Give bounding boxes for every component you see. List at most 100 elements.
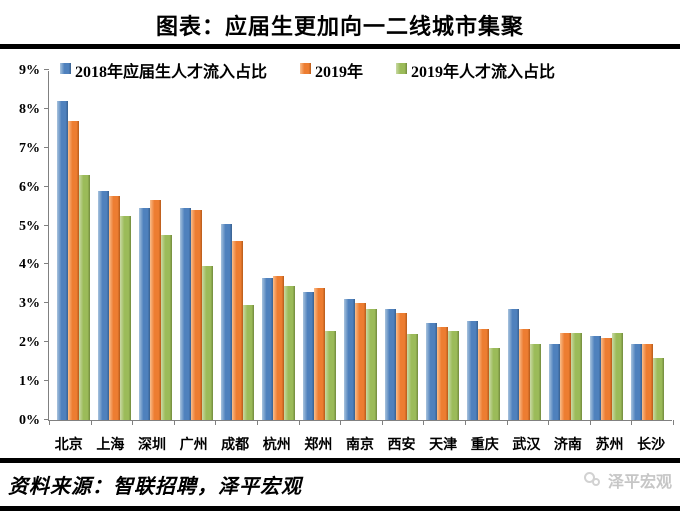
bar-长沙-series0: [631, 344, 642, 420]
x-axis-tick: [173, 420, 175, 425]
legend: 2018年应届生人才流入占比 2019年 2019年人才流入占比: [60, 58, 555, 82]
bar-天津-series0: [426, 322, 437, 420]
x-axis-tick: [631, 420, 633, 425]
x-tick-label-杭州: 杭州: [262, 438, 291, 453]
bar-上海-series2: [120, 215, 131, 420]
bar-group-成都: [221, 223, 254, 420]
bar-苏州-series0: [590, 336, 601, 420]
plot-area: [44, 69, 674, 425]
legend-label: 2018年应届生人才流入占比: [75, 64, 268, 81]
chart-region: 2018年应届生人才流入占比 2019年 2019年人才流入占比 0% 1% 2% 3…: [0, 49, 680, 458]
legend-swatch-blue-icon: [60, 63, 71, 74]
bar-广州-series1: [191, 210, 202, 420]
x-tick-label-北京: 北京: [54, 438, 83, 453]
y-axis-tick: [44, 224, 49, 226]
legend-swatch-green-icon: [396, 63, 408, 74]
y-tick-label: 0%: [19, 413, 40, 428]
bar-苏州-series1: [601, 338, 612, 420]
bar-重庆-series0: [467, 320, 478, 420]
footer: 资料来源：智联招聘，泽平宏观 泽平宏观: [0, 463, 680, 506]
y-axis-labels: 0% 1% 2% 3% 4% 5% 6% 7% 8% 9%: [0, 63, 40, 428]
bar-group-天津: [426, 322, 459, 420]
bar-上海-series1: [109, 196, 120, 420]
watermark-text: 泽平宏观: [607, 474, 672, 491]
bottom-border: [0, 506, 680, 511]
bar-济南-series2: [571, 332, 582, 420]
bar-南京-series2: [366, 309, 377, 420]
bar-group-杭州: [262, 276, 295, 420]
y-tick-label: 9%: [19, 63, 40, 78]
bar-济南-series1: [560, 332, 571, 420]
y-tick-label: 3%: [19, 296, 40, 312]
bar-武汉-series1: [519, 328, 530, 420]
y-tick-label: 8%: [19, 101, 40, 117]
bar-group-长沙: [631, 344, 664, 420]
x-tick-label-成都: 成都: [221, 438, 250, 453]
x-axis-tick: [423, 420, 425, 425]
watermark-logo-icon: [583, 471, 604, 489]
bar-group-南京: [344, 299, 377, 420]
bar-北京-series1: [68, 120, 79, 420]
bar-group-广州: [180, 208, 213, 420]
y-axis-tick: [44, 380, 49, 382]
bar-group-武汉: [508, 309, 541, 420]
x-axis-tick: [340, 420, 342, 425]
bar-group-北京: [57, 101, 90, 420]
bar-group-济南: [549, 332, 582, 420]
x-tick-label-武汉: 武汉: [512, 438, 541, 453]
x-axis-tick: [548, 420, 550, 425]
bar-北京-series2: [79, 175, 90, 420]
x-axis-tick: [298, 420, 300, 425]
x-axis-tick: [90, 420, 92, 425]
bar-济南-series0: [549, 344, 560, 420]
x-tick-label-天津: 天津: [429, 438, 458, 453]
x-tick-label-郑州: 郑州: [304, 438, 333, 453]
bar-杭州-series0: [262, 278, 273, 420]
legend-item-2019-graduates: 2019年: [300, 58, 363, 82]
bar-深圳-series2: [161, 235, 172, 420]
bar-深圳-series1: [150, 200, 161, 420]
bar-group-苏州: [590, 332, 623, 420]
bar-成都-series0: [221, 223, 232, 420]
x-tick-label-长沙: 长沙: [637, 438, 666, 453]
bar-成都-series1: [232, 241, 243, 420]
bar-西安-series1: [396, 313, 407, 420]
bar-group-深圳: [139, 200, 172, 420]
title-divider: [0, 44, 680, 49]
legend-swatch-orange-icon: [300, 63, 312, 74]
source-note: 资料来源：智联招聘，泽平宏观: [8, 476, 302, 498]
x-axis-tick: [465, 420, 466, 425]
bar-长沙-series2: [653, 357, 664, 420]
bar-西安-series2: [407, 334, 418, 420]
chart-title: 图表：应届生更加向一二线城市集聚: [155, 14, 524, 39]
x-axis-tick: [215, 420, 217, 425]
bar-上海-series0: [98, 190, 109, 420]
y-tick-label: 2%: [19, 335, 40, 351]
y-axis-tick: [44, 419, 49, 420]
bar-郑州-series1: [314, 287, 325, 420]
bar-杭州-series2: [284, 285, 295, 420]
x-tick-label-广州: 广州: [179, 438, 208, 453]
y-axis-tick: [44, 69, 49, 70]
y-tick-label: 4%: [19, 257, 40, 273]
x-axis-tick: [589, 420, 591, 425]
bar-南京-series0: [344, 299, 355, 420]
bar-group-重庆: [467, 320, 500, 420]
watermark: 泽平宏观: [583, 468, 672, 492]
bar-天津-series2: [448, 330, 459, 420]
y-axis-tick: [44, 185, 49, 187]
footer-divider: [0, 458, 680, 463]
bar-天津-series1: [437, 326, 448, 420]
x-tick-label-济南: 济南: [553, 438, 582, 453]
bar-杭州-series1: [273, 276, 284, 420]
legend-item-2018-graduates: 2018年应届生人才流入占比: [60, 58, 267, 82]
bar-南京-series1: [355, 303, 366, 420]
bar-郑州-series2: [325, 330, 336, 420]
x-tick-label-深圳: 深圳: [137, 438, 166, 453]
y-tick-label: 6%: [19, 179, 40, 195]
y-axis-tick: [44, 302, 49, 304]
x-tick-label-南京: 南京: [345, 438, 374, 453]
bar-长沙-series1: [642, 344, 653, 420]
y-tick-label: 7%: [19, 140, 40, 156]
